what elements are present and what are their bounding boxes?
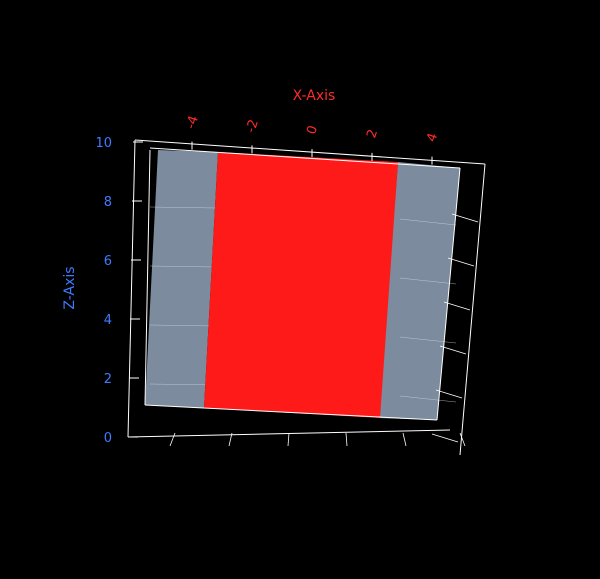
left-wall-gridline [149,206,217,209]
z-axis-title: Z-Axis [62,266,78,309]
bottom-axis-ticks [169,213,479,447]
left-wall-gridline [149,383,217,386]
box-edge [459,163,486,456]
box-edge [144,149,151,406]
box-edge [134,139,486,165]
depth-tick-mark [447,257,475,267]
bottom-tick-mark [402,432,407,447]
x-axis-title: X-Axis [293,88,336,104]
bottom-tick-mark [287,432,290,447]
z-tick-label: 10 [95,136,112,151]
box-edge [436,167,461,421]
right-wall-gridline [399,336,457,344]
x-tick-label: 0 [304,124,321,137]
x-tick-label: -4 [184,114,202,131]
z-tick-label: 6 [104,254,112,269]
left-wall-panel [145,150,218,408]
x-tick-label: 4 [424,131,441,144]
depth-tick-mark [443,301,471,311]
bottom-tick-mark [228,432,233,447]
box-edge [144,404,438,421]
right-wall-panel [378,162,460,420]
right-wall-gridline [399,218,457,226]
box-edge [149,147,461,169]
depth-tick-mark [435,389,463,399]
grid-lines [149,206,457,403]
bottom-tick-mark [345,432,348,447]
x-tick-label: -2 [244,118,262,135]
depth-tick-mark [451,213,479,223]
left-wall-gridline [149,265,217,268]
x-tick-label: 2 [364,128,381,141]
z-tick-label: 2 [104,372,112,387]
left-wall-gridline [149,324,217,327]
z-tick-label: 8 [104,195,112,210]
depth-tick-mark [431,433,459,443]
depth-tick-mark [439,345,467,355]
box-edge [127,139,136,438]
right-wall-gridline [399,277,457,285]
surface-plane [204,152,398,418]
z-tick-label: 4 [104,313,112,328]
z-axis-ticks: 0 2 4 6 8 10 [95,136,143,446]
z-tick-label: 0 [104,431,112,446]
bottom-tick-mark [169,432,176,447]
right-wall-gridline [399,395,457,403]
bottom-tick-mark [459,432,466,447]
